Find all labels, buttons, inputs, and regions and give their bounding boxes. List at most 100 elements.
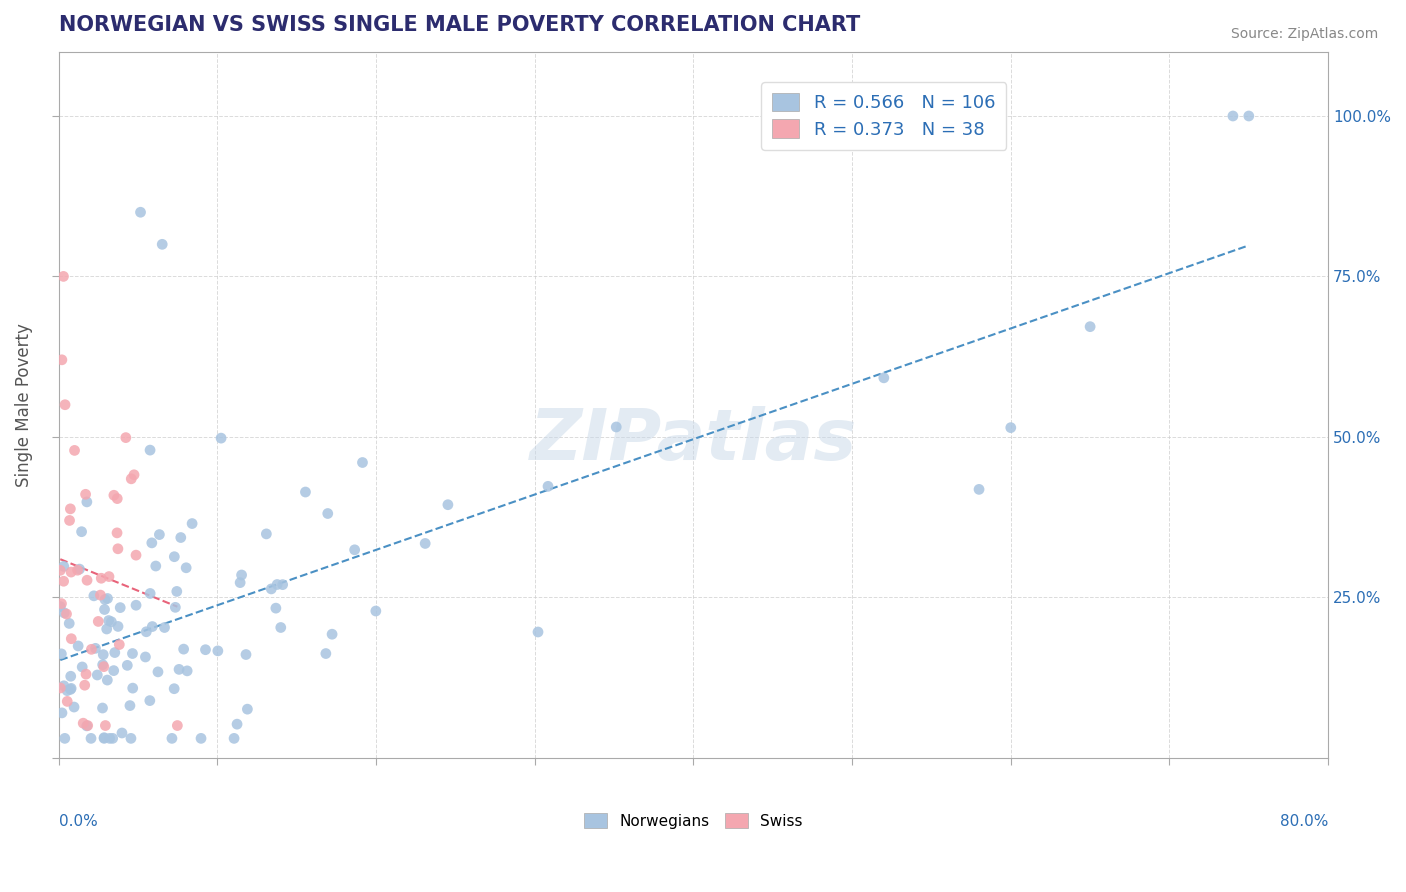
Point [139,586,162,600]
Point [60,681,83,696]
Point [222,731,245,746]
Point [105,491,128,506]
Point [527,625,550,640]
Point [93,602,115,616]
Point [105,525,128,540]
Point [194,642,217,657]
Point [121,647,143,661]
Point [53,398,76,412]
Point [254,527,277,541]
Point [96,673,118,687]
Point [413,536,436,550]
Point [148,527,170,541]
Point [150,237,173,252]
Point [125,598,148,612]
Point [97,614,120,628]
Point [141,536,163,550]
Point [173,642,195,657]
Point [135,624,157,639]
Point [118,698,141,713]
Point [129,205,152,219]
Point [80,731,103,746]
Point [93,659,115,673]
Point [87,615,110,629]
Point [107,619,129,633]
Point [96,591,118,606]
Point [76,718,98,732]
Point [117,658,139,673]
Point [94,718,117,732]
Point [316,507,339,521]
Point [352,456,374,470]
Point [58,616,80,631]
Point [270,620,292,634]
Point [80,642,103,657]
Point [75,667,97,681]
Point [73,678,96,692]
Legend: Norwegians, Swiss: Norwegians, Swiss [578,806,808,835]
Point [63,443,86,458]
Point [153,620,176,634]
Point [89,588,111,602]
Text: 0.0%: 0.0% [59,814,97,829]
Point [70,660,93,674]
Point [343,542,366,557]
Point [56,683,79,698]
Point [52,269,75,284]
Point [103,488,125,502]
Point [122,467,145,482]
Point [93,731,115,745]
Point [605,420,627,434]
Point [1222,109,1244,123]
Point [51,706,73,720]
Point [101,731,124,746]
Point [104,646,127,660]
Point [235,648,257,662]
Point [58,513,80,527]
Point [207,644,229,658]
Point [59,669,82,683]
Point [139,443,162,458]
Point [146,665,169,679]
Point [51,597,73,611]
Point [93,731,115,746]
Point [86,668,108,682]
Point [190,731,212,746]
Point [84,641,107,656]
Point [170,531,193,545]
Point [75,487,97,501]
Point [60,565,83,579]
Point [53,731,76,746]
Point [83,589,105,603]
Point [167,662,190,676]
Point [66,563,89,577]
Point [141,619,163,633]
Point [103,664,125,678]
Point [55,607,77,621]
Point [231,568,253,582]
Point [121,681,143,695]
Point [90,571,112,585]
Point [110,600,132,615]
Point [52,574,75,589]
Point [264,601,287,615]
Point [60,632,83,646]
Point [63,700,86,714]
Point [96,622,118,636]
Point [120,731,142,746]
Point [166,718,188,732]
Point [321,627,343,641]
Point [76,573,98,587]
Point [49,599,72,614]
Point [139,693,162,707]
Text: ZIPatlas: ZIPatlas [530,406,858,475]
Point [873,371,896,385]
Point [59,682,82,697]
Point [160,731,183,746]
Point [181,516,204,531]
Point [107,541,129,556]
Point [1078,319,1101,334]
Point [260,582,283,596]
Point [226,717,249,731]
Point [236,702,259,716]
